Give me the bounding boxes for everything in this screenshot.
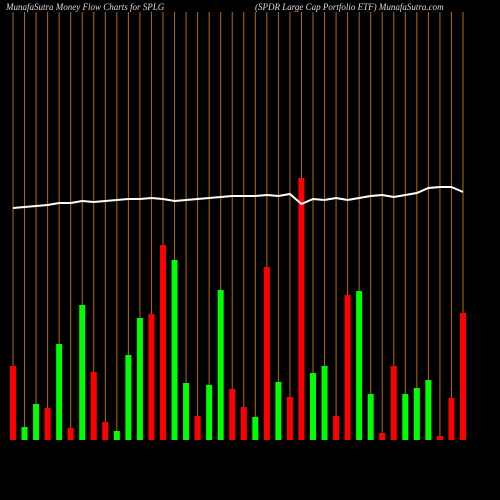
bar xyxy=(21,427,28,440)
chart-subtitle: (SPDR Large Cap Portfolio ETF) MunafaSut… xyxy=(255,2,444,12)
bar xyxy=(10,366,16,440)
bar xyxy=(194,416,201,440)
bar xyxy=(286,397,293,440)
money-flow-line xyxy=(12,186,464,209)
bar xyxy=(379,433,386,440)
bar xyxy=(160,245,166,440)
bar xyxy=(263,267,270,440)
bar xyxy=(390,366,397,440)
bar xyxy=(460,313,466,440)
bar xyxy=(252,417,259,440)
bar xyxy=(413,388,420,440)
bar xyxy=(298,178,305,440)
bar xyxy=(436,436,443,440)
bar xyxy=(206,385,213,440)
bar xyxy=(344,295,351,440)
bar xyxy=(136,318,143,440)
bar xyxy=(448,398,455,440)
bar xyxy=(67,428,74,440)
bar xyxy=(229,389,236,440)
bar xyxy=(217,290,224,440)
bar xyxy=(240,407,247,440)
bar xyxy=(275,382,282,440)
bar xyxy=(102,422,109,440)
bar xyxy=(402,394,409,440)
bar xyxy=(44,408,51,440)
bar xyxy=(183,383,190,440)
bar xyxy=(333,416,340,440)
bar xyxy=(33,404,40,440)
bar xyxy=(425,380,432,440)
bar xyxy=(310,373,316,440)
bar xyxy=(79,305,86,440)
bar xyxy=(113,431,120,440)
bar xyxy=(356,291,363,440)
chart-title: MunafaSutra Money Flow Charts for SPLG xyxy=(5,2,165,12)
bar xyxy=(171,260,178,440)
bar xyxy=(148,314,155,440)
bar xyxy=(56,344,63,440)
bar xyxy=(367,394,374,440)
bar xyxy=(90,372,97,440)
bar xyxy=(125,355,132,440)
bar xyxy=(321,366,328,440)
